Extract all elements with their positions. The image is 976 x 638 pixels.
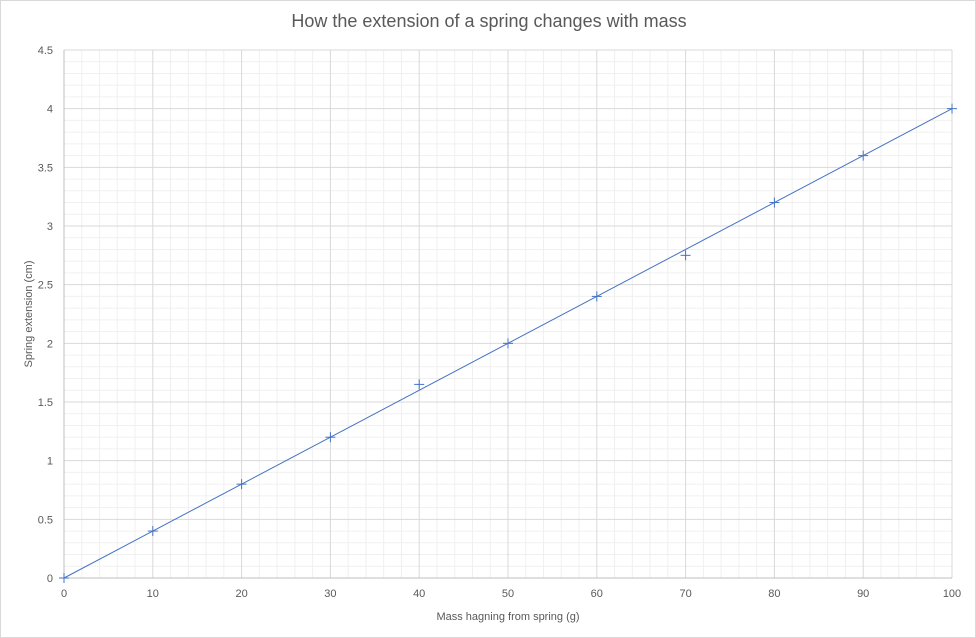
x-axis-tick-labels: 0 10 20 30 40 50 60 70 80 90 100 bbox=[61, 588, 961, 600]
x-tick-label: 0 bbox=[61, 588, 67, 600]
data-point bbox=[947, 103, 957, 114]
x-tick-label: 50 bbox=[502, 588, 514, 600]
axes bbox=[63, 50, 952, 579]
chart-title: How the extension of a spring changes wi… bbox=[291, 11, 687, 31]
y-tick-label: 3 bbox=[47, 221, 53, 233]
y-axis-tick-labels: 0 0.5 1 1.5 2 2.5 3 3.5 4 4.5 bbox=[38, 45, 53, 585]
y-tick-label: 2.5 bbox=[38, 280, 53, 292]
data-points bbox=[59, 103, 957, 583]
data-point bbox=[503, 338, 513, 349]
data-point bbox=[414, 379, 425, 390]
data-point bbox=[769, 197, 780, 208]
x-tick-label: 70 bbox=[679, 588, 691, 600]
data-point bbox=[236, 479, 247, 490]
x-tick-label: 100 bbox=[943, 588, 961, 600]
x-tick-label: 80 bbox=[768, 588, 780, 600]
x-tick-label: 40 bbox=[413, 588, 425, 600]
major-gridlines bbox=[64, 49, 953, 578]
data-point bbox=[680, 250, 691, 261]
y-tick-label: 1 bbox=[47, 456, 53, 468]
y-tick-label: 0 bbox=[47, 573, 53, 585]
y-tick-label: 4 bbox=[47, 104, 53, 116]
data-point bbox=[591, 291, 602, 302]
y-axis-title: Spring extension (cm) bbox=[23, 261, 35, 368]
data-point bbox=[59, 573, 69, 583]
x-tick-label: 90 bbox=[857, 588, 869, 600]
y-tick-label: 0.5 bbox=[38, 514, 53, 526]
x-tick-label: 60 bbox=[591, 588, 603, 600]
y-tick-label: 3.5 bbox=[38, 162, 53, 174]
x-tick-label: 30 bbox=[324, 588, 336, 600]
y-tick-label: 1.5 bbox=[38, 397, 53, 409]
y-tick-label: 2 bbox=[47, 338, 53, 350]
data-point bbox=[858, 150, 869, 161]
y-tick-label: 4.5 bbox=[38, 45, 53, 57]
data-point bbox=[147, 526, 158, 537]
data-point bbox=[325, 432, 336, 443]
x-axis-title: Mass hagning from spring (g) bbox=[436, 611, 579, 623]
x-tick-label: 20 bbox=[235, 588, 247, 600]
x-tick-label: 10 bbox=[147, 588, 159, 600]
